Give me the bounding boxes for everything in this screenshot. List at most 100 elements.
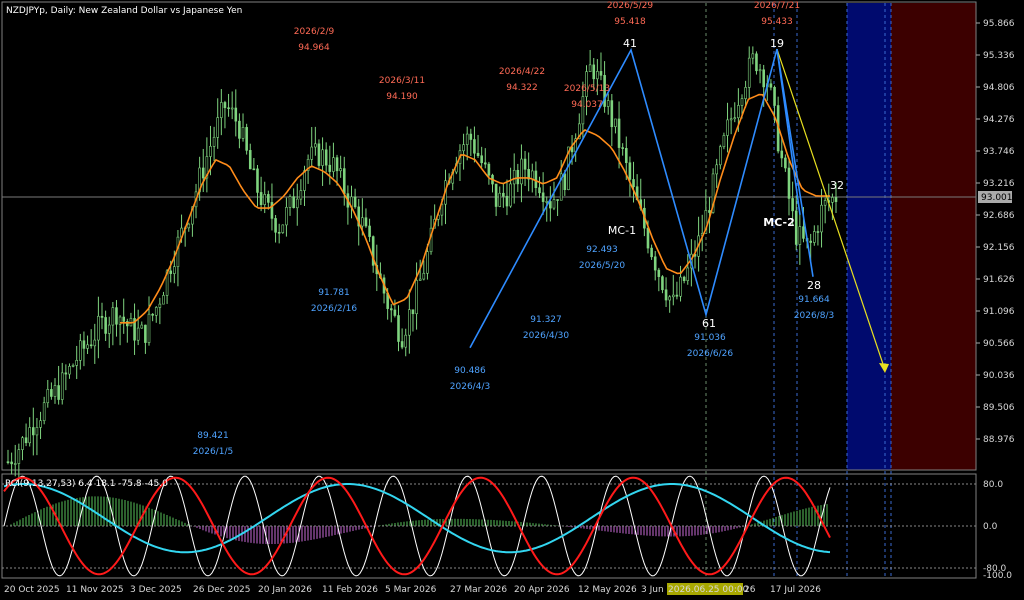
time-cursor-box	[667, 583, 743, 595]
candle-body	[126, 321, 129, 327]
time-tick-label: 26 Dec 2025	[193, 585, 251, 595]
candle-body	[107, 324, 111, 334]
candle-body	[118, 316, 122, 325]
candle-body	[100, 315, 104, 318]
candle-body	[71, 365, 75, 367]
candle-body	[498, 192, 502, 207]
candle-body	[552, 199, 556, 209]
price-tick-label: 88.976	[983, 435, 1015, 445]
moving-average-line	[120, 93, 830, 324]
candle-body	[248, 150, 252, 170]
candle-body	[292, 196, 295, 209]
candle-body	[64, 372, 68, 375]
candle-body	[165, 270, 169, 296]
candle-body	[476, 152, 480, 157]
time-tick-label: 11 Nov 2025	[66, 585, 124, 595]
candle-body	[538, 187, 541, 194]
low-date-label: 2026/6/26	[687, 349, 733, 359]
high-date-label: 2026/5/29	[607, 1, 653, 11]
wave-label: 41	[623, 37, 637, 50]
candle-body	[339, 168, 342, 172]
candle-body	[704, 210, 708, 234]
candle-body	[606, 100, 610, 107]
wave-label: 19	[770, 37, 784, 50]
wave-label: 28	[807, 279, 821, 292]
candle-body	[299, 190, 303, 200]
candle-body	[32, 427, 35, 436]
candle-body	[13, 463, 17, 465]
candle-body	[646, 227, 650, 249]
candle-body	[784, 157, 787, 169]
candle-body	[209, 146, 212, 157]
high-date-label: 2026/7/21	[754, 1, 800, 11]
candle-body	[502, 192, 505, 197]
high-price-label: 94.037	[571, 100, 603, 110]
candle-body	[220, 102, 223, 118]
candle-body	[520, 158, 523, 185]
candle-body	[614, 118, 617, 128]
candle-body	[151, 313, 154, 316]
high-price-label: 95.418	[614, 17, 646, 27]
current-price-label: 93.001	[981, 193, 1013, 203]
time-tick-label: 26	[744, 585, 756, 595]
candle-body	[205, 156, 209, 179]
mc-label: MC-2	[763, 216, 795, 229]
rci-red-line	[3, 476, 831, 576]
candle-body	[787, 167, 791, 199]
candle-body	[426, 251, 429, 274]
time-tick-label: 20 Apr 2026	[514, 585, 570, 595]
candle-body	[624, 148, 628, 164]
candle-body	[397, 315, 400, 342]
candle-body	[411, 309, 415, 315]
candle-body	[527, 168, 530, 180]
candle-body	[541, 192, 545, 202]
candle-body	[223, 102, 227, 109]
low-price-label: 92.493	[586, 245, 618, 255]
rci-tick-label: 0.0	[983, 522, 998, 532]
rci-white-line	[3, 475, 831, 577]
candle-body	[592, 64, 596, 80]
low-date-label: 2026/4/3	[450, 382, 490, 392]
candle-body	[281, 224, 285, 233]
candle-body	[201, 167, 205, 179]
candle-body	[780, 150, 784, 159]
candle-body	[483, 162, 487, 165]
price-tick-label: 90.566	[983, 339, 1015, 349]
candle-body	[679, 276, 682, 297]
candle-body	[97, 315, 100, 341]
candle-body	[708, 210, 711, 213]
price-tick-label: 91.626	[983, 275, 1015, 285]
candle-body	[404, 334, 408, 348]
candle-body	[245, 127, 248, 151]
candle-body	[729, 118, 733, 121]
wave-label: 61	[702, 317, 716, 330]
price-tick-label: 94.276	[983, 115, 1015, 125]
candle-body	[773, 86, 776, 106]
time-tick-label: 5 Mar 2026	[385, 585, 437, 595]
candle-body	[755, 53, 758, 72]
candle-body	[361, 217, 364, 227]
candle-body	[671, 294, 675, 298]
candle-body	[596, 71, 599, 80]
candle-body	[581, 96, 585, 125]
high-price-label: 94.322	[506, 83, 538, 93]
candle-body	[371, 236, 375, 266]
candle-body	[133, 318, 136, 341]
high-date-label: 2026/5/13	[564, 84, 610, 94]
price-axis: 95.866 95.336 94.806 94.276 93.746 93.216 92.6…	[976, 19, 1015, 445]
low-price-label: 91.781	[318, 288, 350, 298]
candle-body	[89, 344, 93, 347]
candle-body	[628, 162, 632, 180]
candle-body	[610, 100, 614, 128]
candle-body	[523, 158, 527, 170]
candle-body	[42, 402, 46, 421]
candle-body	[39, 420, 42, 428]
candle-body	[162, 295, 165, 305]
time-tick-label: 20 Jan 2026	[258, 585, 312, 595]
candle-body	[711, 173, 715, 213]
candle-body	[505, 195, 509, 207]
candle-body	[657, 269, 661, 277]
candle-body	[154, 307, 158, 316]
candle-body	[650, 247, 653, 258]
